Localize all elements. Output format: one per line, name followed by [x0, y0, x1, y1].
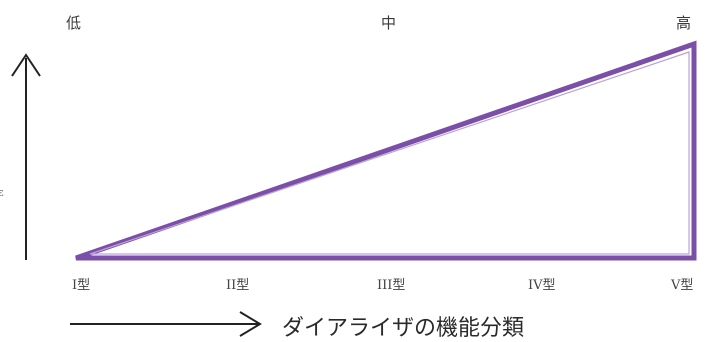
- type-label-3: III型: [377, 278, 406, 293]
- x-axis-label: ダイアライザの機能分類: [282, 316, 525, 341]
- level-label-low: 低: [66, 14, 82, 32]
- edge-mark: ε: [0, 186, 4, 199]
- level-label-middle: 中: [381, 14, 397, 32]
- vertical-axis-arrow: [11, 53, 41, 260]
- type-label-4: IV型: [528, 278, 556, 293]
- performance-triangle: [75, 40, 697, 261]
- level-label-high: 高: [676, 14, 692, 32]
- type-label-5: V型: [671, 278, 694, 293]
- type-label-2: II型: [226, 278, 250, 293]
- type-label-1: I型: [72, 278, 91, 293]
- horizontal-axis-arrow: [70, 311, 262, 337]
